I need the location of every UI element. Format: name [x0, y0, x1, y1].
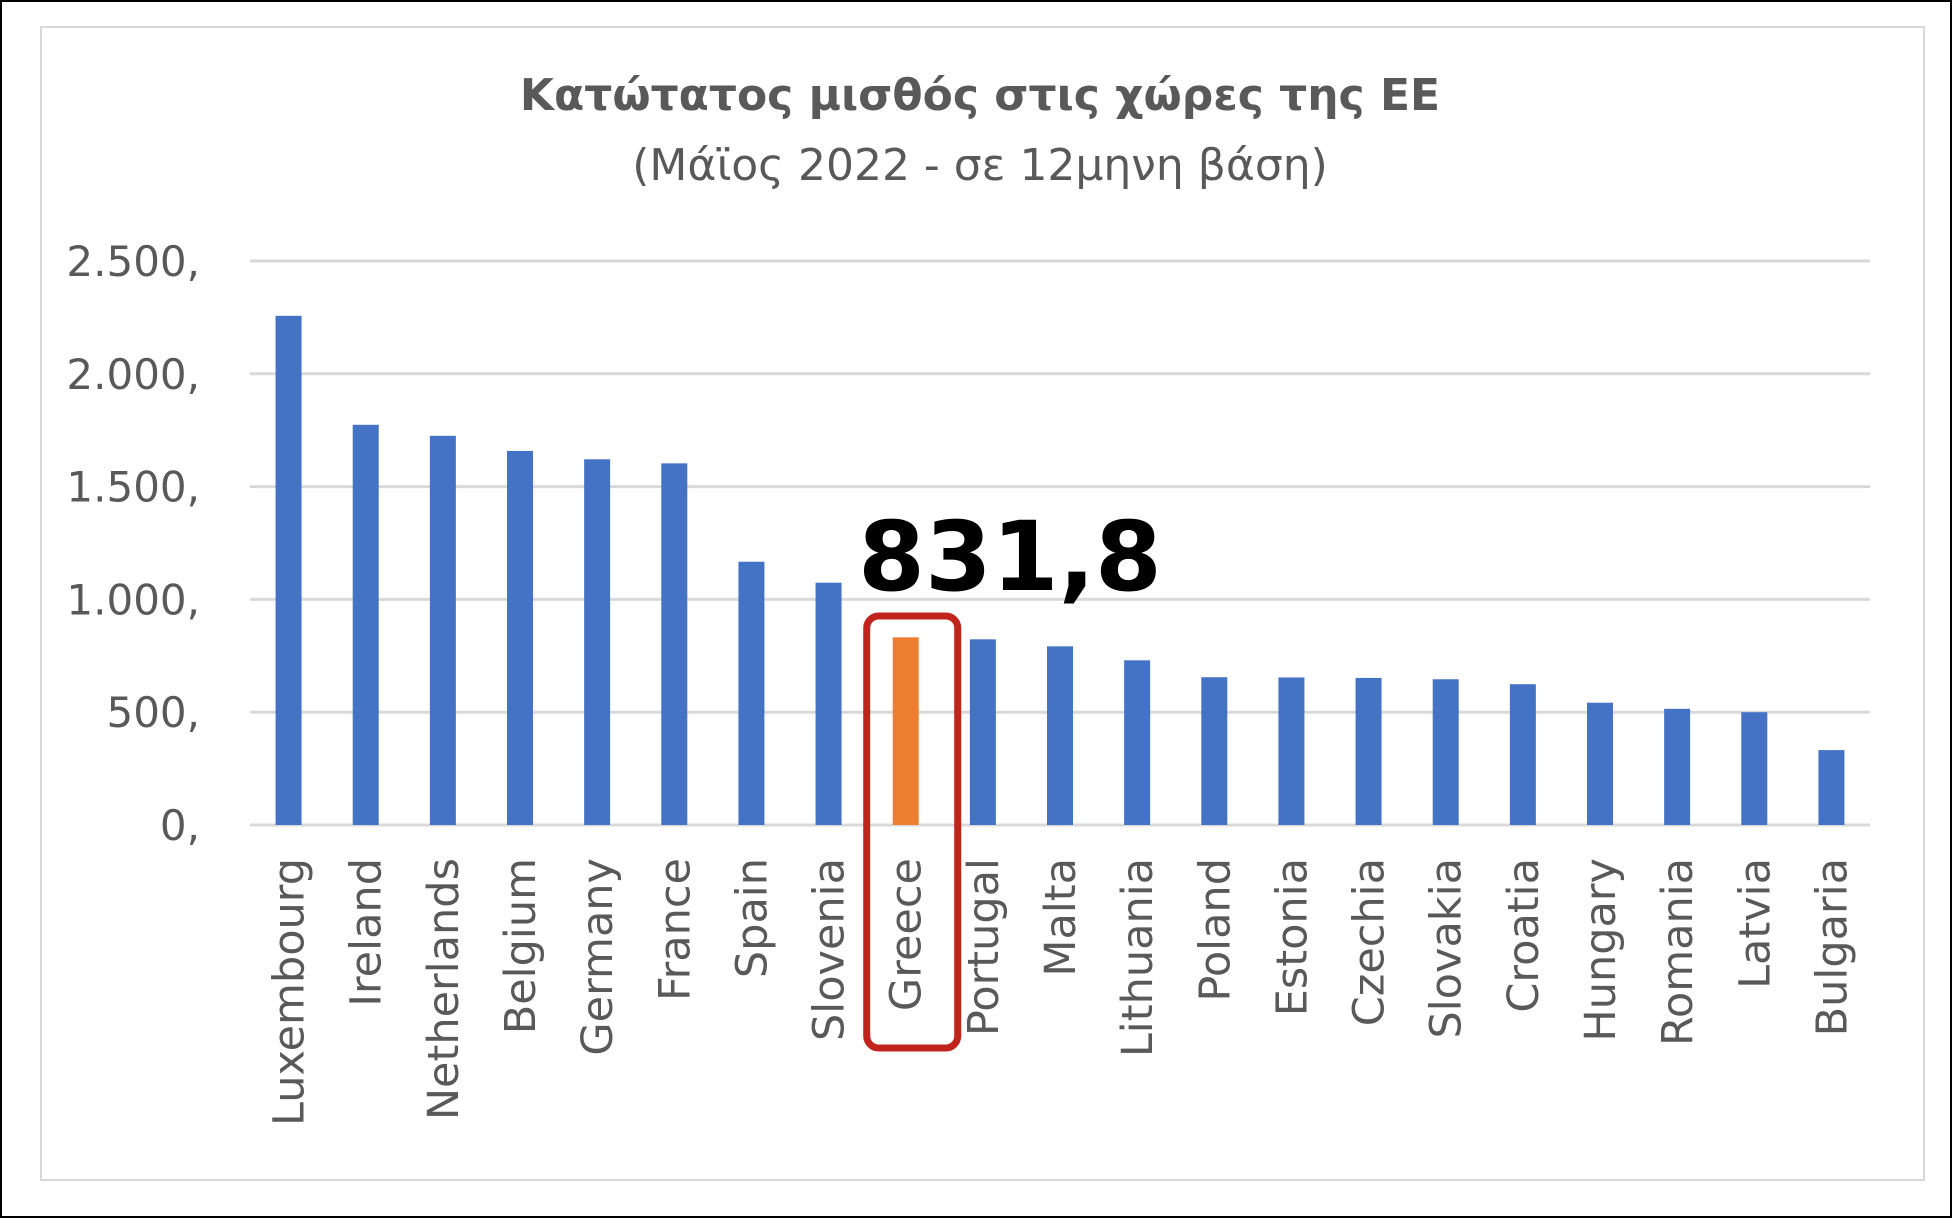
bar-malta — [1047, 646, 1073, 825]
x-tick-label-hungary: Hungary — [1576, 858, 1626, 1042]
x-tick-label-malta: Malta — [1036, 858, 1086, 977]
bar-spain — [738, 561, 765, 825]
bar-poland — [1201, 677, 1228, 825]
bar-portugal — [969, 639, 996, 825]
bar-slovenia — [815, 582, 842, 825]
x-tick-label-czechia: Czechia — [1345, 858, 1395, 1026]
y-tick-label: 1.000, — [66, 575, 200, 624]
x-tick-label-germany: Germany — [573, 858, 623, 1056]
x-tick-label-netherlands: Netherlands — [419, 858, 469, 1120]
highlight-box — [863, 612, 962, 1052]
bar-belgium — [507, 450, 533, 825]
y-tick-label: 2.000, — [66, 350, 200, 399]
y-tick-label: 500, — [106, 688, 200, 737]
x-tick-label-slovenia: Slovenia — [805, 858, 855, 1041]
bar-slovakia — [1432, 679, 1459, 825]
x-axis-ticks: Luxembourg Ireland Netherlands Belgium Germa… — [265, 858, 1858, 1126]
x-tick-label-belgium: Belgium — [496, 858, 546, 1034]
x-tick-label-portugal: Portugal — [959, 858, 1009, 1036]
bar-croatia — [1509, 684, 1536, 825]
x-tick-label-greece: Greece — [882, 858, 932, 1011]
chart-subtitle: (Μάϊος 2022 - σε 12μηνη βάση) — [632, 140, 1328, 191]
x-tick-label-estonia: Estonia — [1267, 858, 1317, 1016]
bar-greece — [892, 637, 919, 825]
bar-estonia — [1278, 677, 1305, 825]
x-tick-label-poland: Poland — [1190, 858, 1240, 1002]
x-tick-label-spain: Spain — [727, 858, 777, 978]
bar-netherlands — [429, 435, 456, 825]
x-tick-label-ireland: Ireland — [342, 858, 392, 1007]
bar-latvia — [1741, 712, 1768, 825]
highlight-value-label: 831,8 — [858, 501, 1162, 613]
chart-title: Κατώτατος μισθός στις χώρες της ΕΕ — [520, 70, 1440, 121]
bar-romania — [1664, 708, 1691, 825]
x-tick-label-france: France — [650, 858, 700, 1001]
bar-germany — [584, 459, 611, 825]
bar-france — [661, 463, 688, 825]
x-tick-label-latvia: Latvia — [1730, 858, 1780, 989]
y-tick-label: 2.500, — [66, 237, 200, 286]
bar-ireland — [352, 424, 379, 825]
bar-bulgaria — [1818, 750, 1845, 825]
bar-hungary — [1587, 702, 1613, 825]
x-tick-label-bulgaria: Bulgaria — [1807, 858, 1857, 1036]
bar-lithuania — [1124, 660, 1151, 825]
bar-czechia — [1355, 677, 1382, 825]
bars — [275, 315, 1845, 825]
x-tick-label-croatia: Croatia — [1499, 858, 1549, 1013]
x-tick-label-luxembourg: Luxembourg — [265, 858, 315, 1126]
highlight-group: 831,8 — [858, 501, 1162, 1052]
x-tick-label-lithuania: Lithuania — [1113, 858, 1163, 1057]
y-axis-ticks: 0, 500, 1.000, 1.500, 2.000, 2.500, — [66, 237, 200, 850]
x-tick-label-romania: Romania — [1653, 858, 1703, 1046]
bar-luxembourg — [275, 315, 302, 825]
x-tick-label-slovakia: Slovakia — [1422, 858, 1472, 1039]
y-tick-label: 1.500, — [66, 463, 200, 512]
y-tick-label: 0, — [160, 801, 200, 850]
